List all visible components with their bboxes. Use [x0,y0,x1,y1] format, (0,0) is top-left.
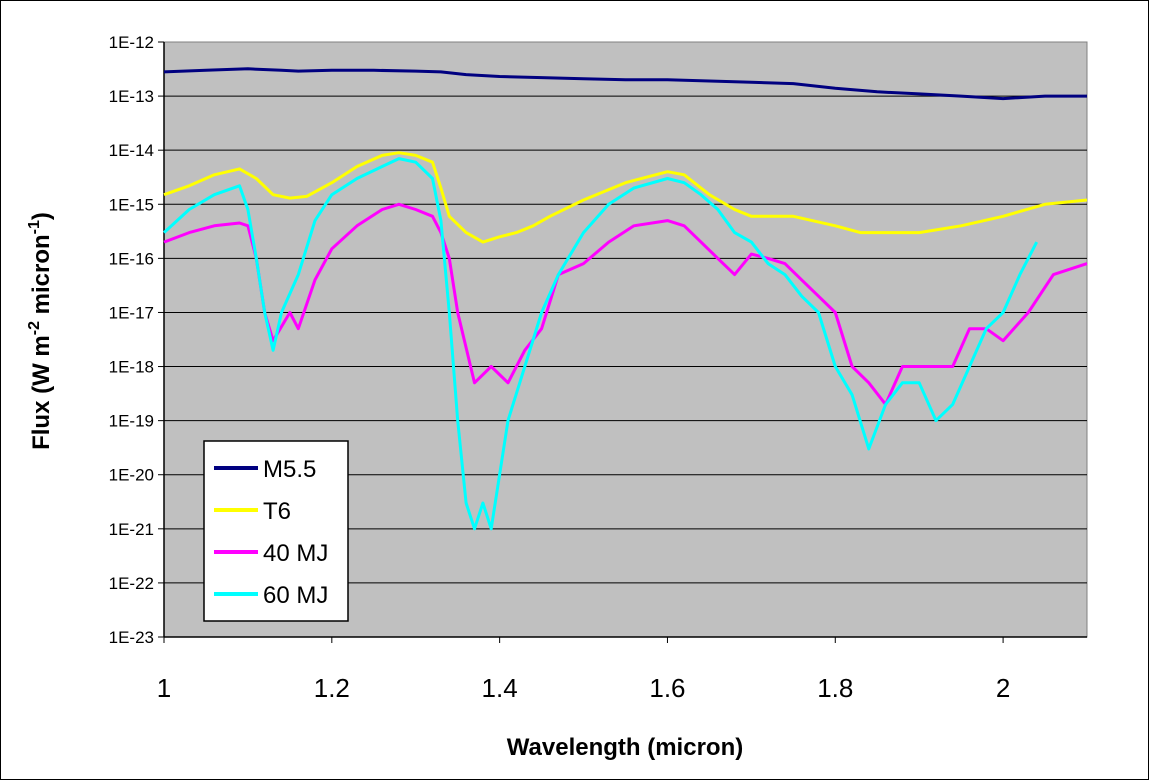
series-line-t6 [163,151,1088,244]
y-tick-label: 1E-14 [109,141,154,160]
x-axis-ticks: 1 1.2 1.4 1.6 1.8 2 [157,636,1087,703]
legend-label: 40 MJ [263,540,328,567]
y-tick-label: 1E-13 [109,87,154,106]
x-axis-title: Wavelength (micron) [507,734,743,761]
y-tick-label: 1E-18 [109,358,154,377]
legend-label: M5.5 [263,456,316,483]
x-tick-label: 1.8 [817,673,853,703]
legend-label: T6 [263,498,291,525]
series-layer [162,67,1088,531]
x-tick-label: 1 [157,673,171,703]
y-tick-label: 1E-15 [109,195,154,214]
y-tick-label: 1E-20 [109,466,154,485]
y-tick-label: 1E-21 [109,520,154,539]
y-tick-label: 1E-19 [109,412,154,431]
x-tick-label: 1.4 [482,673,518,703]
legend-label: 60 MJ [263,582,328,609]
y-axis-ticks: 1E-12 1E-13 1E-14 1E-15 1E-16 1E-17 1E-18 1E-19… [109,33,165,647]
x-tick-label: 1.6 [649,673,685,703]
y-tick-label: 1E-17 [109,303,154,322]
series-line-m5-5 [163,67,1087,101]
y-tick-label: 1E-22 [109,574,154,593]
y-tick-label: 1E-16 [109,249,154,268]
x-tick-label: 1.2 [314,673,350,703]
y-tick-label: 1E-12 [109,33,154,52]
y-tick-label: 1E-23 [109,628,154,647]
y-axis-title: Flux (W m-2 micron-1) [26,212,55,450]
legend-box [203,440,349,622]
series-line-40-mj [163,202,1088,406]
legend: M5.5 T6 40 MJ 60 MJ [203,440,349,622]
x-tick-label: 2 [996,673,1010,703]
series-line-60-mj [162,157,1039,531]
